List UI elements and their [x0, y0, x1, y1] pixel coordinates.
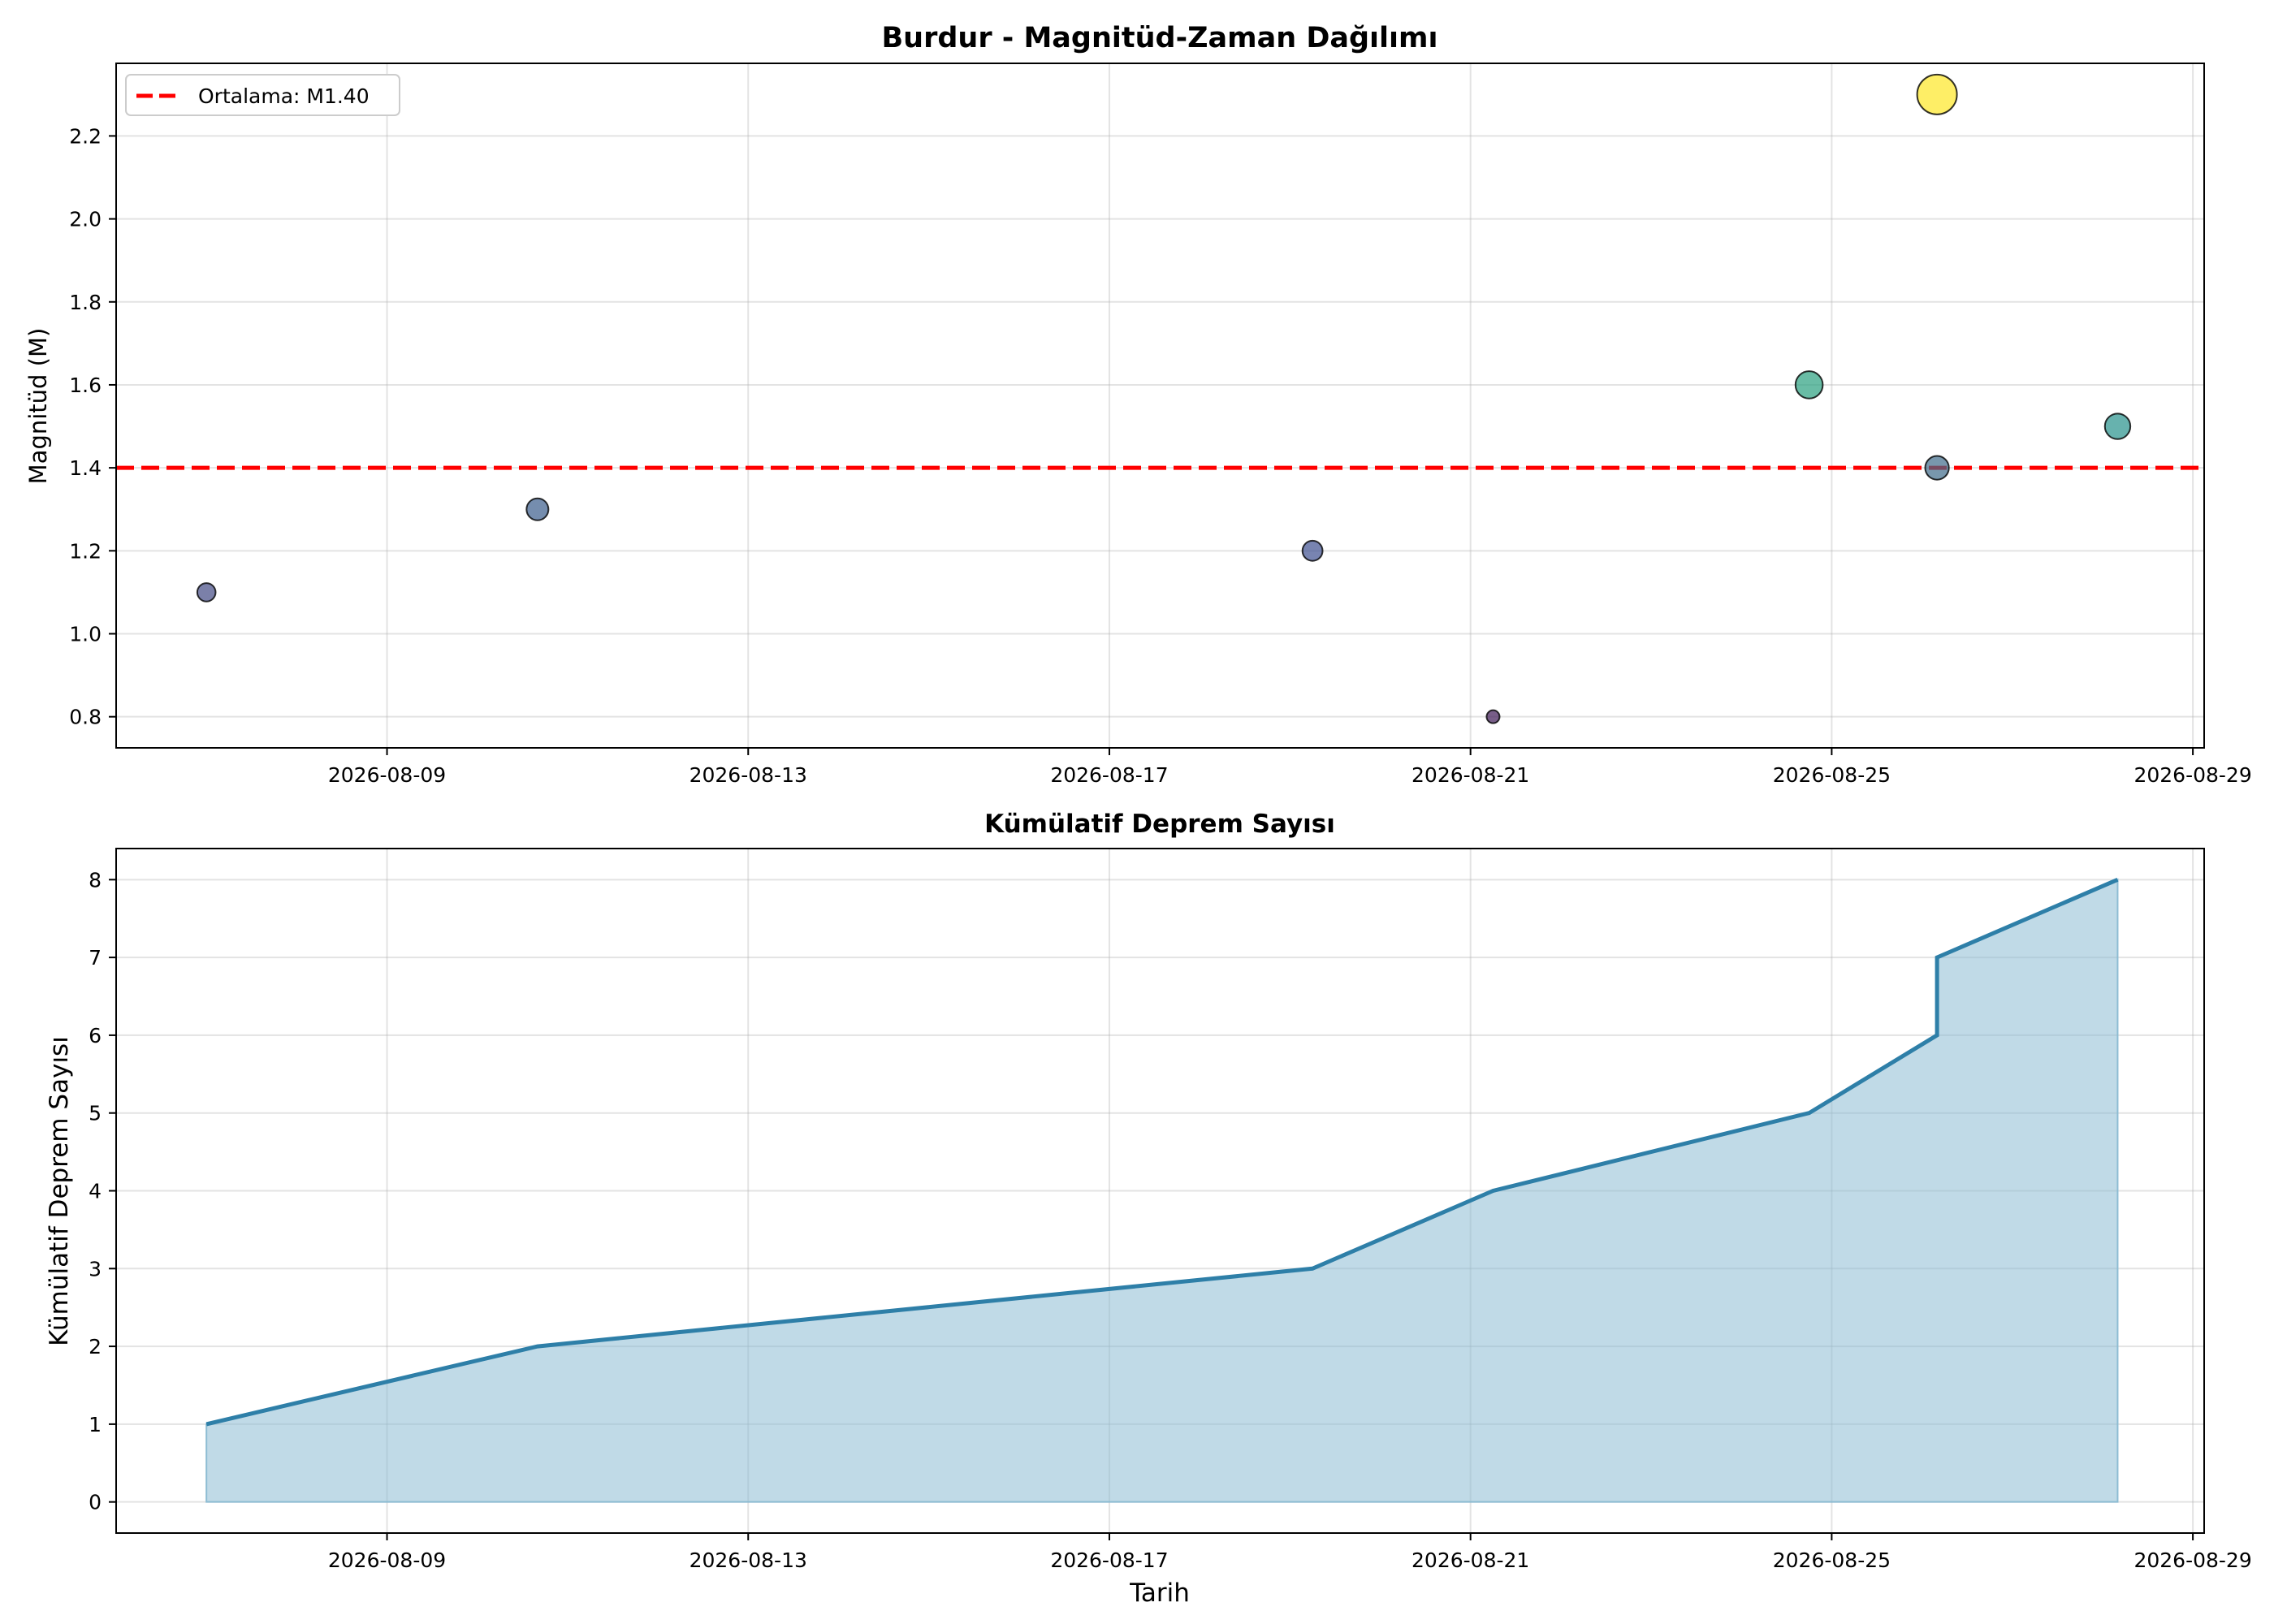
- magnitude-plot-frame: [115, 63, 2205, 749]
- magnitude-x-tick-label: 2026-08-25: [1773, 763, 1891, 787]
- magnitude-point: [1916, 73, 1958, 115]
- cumulative-y-axis-label: Kümülatif Deprem Sayısı: [45, 1036, 74, 1346]
- cumulative-y-tick-label: 5: [89, 1102, 102, 1125]
- cumulative-y-tick-label: 4: [89, 1180, 102, 1203]
- magnitude-plot-area: [116, 63, 2204, 748]
- magnitude-point: [1485, 709, 1501, 724]
- cumulative-x-ticks: 2026-08-09 2026-08-13 2026-08-17 2026-08-21…: [328, 1533, 2252, 1572]
- magnitude-point: [1794, 370, 1824, 400]
- cumulative-y-tick-label: 3: [89, 1257, 102, 1281]
- magnitude-point: [1924, 455, 1950, 481]
- magnitude-time-panel: Burdur - Magnitüd-Zaman Dağılımı 2026-08…: [24, 22, 2252, 787]
- magnitude-x-tick-label: 2026-08-09: [328, 763, 446, 787]
- legend-mean-label: Ortalama: M1.40: [198, 84, 370, 108]
- magnitude-y-tick-label: 1.0: [69, 623, 102, 646]
- magnitude-x-tick-label: 2026-08-13: [690, 763, 807, 787]
- cumulative-x-tick-label: 2026-08-25: [1773, 1548, 1891, 1572]
- magnitude-y-tick-label: 0.8: [69, 706, 102, 729]
- cumulative-y-tick-label: 6: [89, 1024, 102, 1047]
- cumulative-x-tick-label: 2026-08-13: [690, 1548, 807, 1572]
- magnitude-y-ticks: 0.8 1.0 1.2 1.4 1.6 1.8 2.0 2.2: [69, 124, 116, 729]
- cumulative-y-tick-label: 1: [89, 1413, 102, 1436]
- magnitude-x-tick-label: 2026-08-17: [1050, 763, 1168, 787]
- magnitude-x-tick-label: 2026-08-21: [1412, 763, 1529, 787]
- magnitude-y-tick-label: 2.0: [69, 208, 102, 231]
- cumulative-y-ticks: 0 1 2 3 4 5 6 7 8: [89, 868, 116, 1514]
- magnitude-y-tick-label: 1.4: [69, 456, 102, 480]
- cumulative-chart-title: Kümülatif Deprem Sayısı: [984, 810, 1335, 839]
- magnitude-point: [196, 582, 217, 603]
- magnitude-point: [1301, 539, 1324, 562]
- cumulative-y-tick-label: 2: [89, 1335, 102, 1358]
- legend: Ortalama: M1.40: [125, 74, 400, 116]
- magnitude-point: [2103, 412, 2132, 440]
- magnitude-y-axis-label: Magnitüd (M): [24, 328, 52, 485]
- cumulative-count-panel: Kümülatif Deprem Sayısı 2026-08-09 2026-0…: [45, 810, 2252, 1608]
- cumulative-y-tick-label: 0: [89, 1491, 102, 1514]
- cumulative-x-tick-label: 2026-08-29: [2133, 1548, 2251, 1572]
- cumulative-x-tick-label: 2026-08-17: [1050, 1548, 1168, 1572]
- magnitude-y-tick-label: 1.8: [69, 291, 102, 314]
- magnitude-x-tick-label: 2026-08-29: [2133, 763, 2251, 787]
- magnitude-chart-title: Burdur - Magnitüd-Zaman Dağılımı: [882, 22, 1438, 54]
- magnitude-y-tick-label: 1.6: [69, 374, 102, 397]
- magnitude-y-tick-label: 1.2: [69, 539, 102, 563]
- cumulative-x-tick-label: 2026-08-09: [328, 1548, 446, 1572]
- magnitude-x-ticks: 2026-08-09 2026-08-13 2026-08-17 2026-08-21…: [328, 748, 2252, 787]
- magnitude-point: [525, 497, 550, 521]
- magnitude-points: [196, 73, 2132, 724]
- cumulative-y-tick-label: 7: [89, 946, 102, 970]
- cumulative-x-axis-label: Tarih: [1129, 1579, 1190, 1608]
- cumulative-x-tick-label: 2026-08-21: [1412, 1548, 1529, 1572]
- legend-box: [125, 74, 400, 116]
- cumulative-line: [205, 878, 2119, 1427]
- magnitude-y-tick-label: 2.2: [69, 124, 102, 148]
- cumulative-y-tick-label: 8: [89, 868, 102, 892]
